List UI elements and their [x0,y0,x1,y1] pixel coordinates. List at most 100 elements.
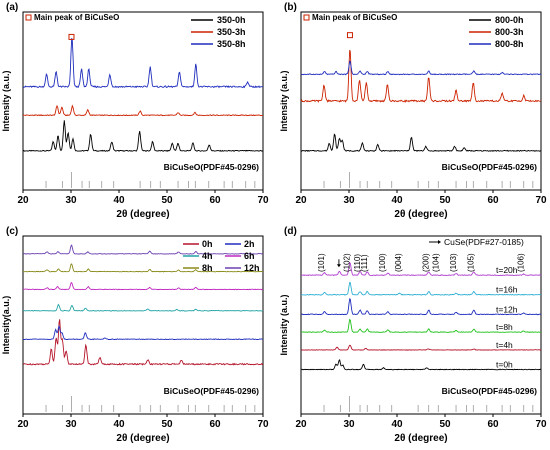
panel-d-miller-index: (200) [422,253,431,272]
panel-b-x-tick-label: 50 [439,195,451,206]
panel-d-arrow-legend-head [438,240,441,244]
panel-d-series-label: t=0h [496,360,513,370]
panel-d-series-t20h [301,261,542,277]
panel-d-cuse-arrow-head [336,264,341,268]
panel-d-panel-label: (d) [284,226,297,237]
panel-c-x-tick-label: 20 [17,419,29,430]
panel-d-miller-index: (105) [466,253,475,272]
panel-a-x-tick-label: 20 [17,195,29,206]
panel-c-x-tick-label: 60 [209,419,221,430]
panel-b-legend-label: 800-8h [495,39,524,49]
panel-d-miller-index: (102) [342,253,351,272]
panel-d-series-label: t=8h [496,322,513,332]
panel-b-x-tick-label: 20 [295,195,307,206]
panel-d-series-t8h [300,318,542,333]
panel-c-x-axis-label: 2θ (degree) [116,433,169,444]
panel-b-series-8000h [301,133,542,152]
panel-d-series-label: t=4h [496,340,513,350]
panel-b-x-tick-label: 30 [343,195,355,206]
panel-a-x-axis-label: 2θ (degree) [116,209,169,220]
panel-a: 20 30 40 50 60 70 2θ (degree) Intensity (a.u.) (… [1,2,269,220]
panel-d-x-tick-label: 60 [487,419,499,430]
panel-d-miller-index: (103) [449,253,458,272]
panel-a-annotation-marker [25,14,32,21]
panel-d-series-label: t=12h [496,304,518,314]
panel-c-series-4h [22,303,264,312]
panel-d-series-t0h [300,358,542,371]
panel-c-x-tick-label: 70 [257,419,269,430]
panel-b-series-8003h [300,49,542,103]
panel-c-legend-label: 0h [202,239,213,249]
panel-c-series-8h [22,263,264,273]
panel-a-x-tick-label: 30 [65,195,77,206]
panel-b-x-axis-label: 2θ (degree) [394,209,447,220]
panel-c-legend-label: 2h [244,239,255,249]
panel-c-series-6h [23,281,263,291]
panel-d-miller-index: (110) [353,254,362,272]
panel-d-arrow-legend-label: CuSe(PDF#27-0185) [444,237,524,247]
panel-d: 20 30 40 50 60 70 2θ (degree) Intensity (a.u.) (… [279,226,547,444]
panel-c-x-tick-label: 30 [65,419,77,430]
panel-a-legend-label: 350-8h [217,39,246,49]
panel-b-series-8008h [300,60,542,76]
panel-a-y-axis-label: Intensity (a.u.) [1,70,11,131]
panel-d-frame [300,235,542,415]
panel-b: 20 30 40 50 60 70 2θ (degree) Intensity (a.u.) (… [279,2,547,220]
panel-b-x-tick-label: 70 [535,195,547,206]
panel-d-x-tick-label: 40 [391,419,403,430]
panel-a-x-tick-label: 70 [257,195,269,206]
panel-c-legend-label: 12h [244,263,260,273]
panel-b-y-axis-label: Intensity (a.u.) [279,70,289,131]
panel-d-series-t12h [300,298,542,316]
panel-c: 20 30 40 50 60 70 2θ (degree) Intensity(a.u.) (c… [1,226,269,444]
panel-c-reference-label: BiCuSeO(PDF#45-0296) [164,386,260,396]
panel-d-series-t16h [300,281,542,296]
panel-b-peak-marker [346,32,353,39]
panel-a-legend-label: 350-0h [217,15,246,25]
panel-a-peak-marker [68,33,75,40]
panel-a-frame [22,11,264,191]
panel-d-series-label: t=16h [496,285,518,295]
panel-b-x-tick-label: 60 [487,195,499,206]
panel-a-legend-label: 350-3h [217,27,246,37]
panel-d-miller-index: (106) [517,253,526,272]
panel-c-frame [22,235,264,415]
panel-b-annotation: Main peak of BiCuSeO [312,13,397,22]
panel-d-reference-label: BiCuSeO(PDF#45-0296) [442,386,538,396]
panel-d-x-tick-label: 50 [439,419,451,430]
panel-c-x-tick-label: 50 [161,419,173,430]
panel-a-x-tick-label: 40 [113,195,125,206]
panel-d-miller-index: (111) [360,254,369,272]
panel-a-series-3508h [22,38,264,89]
panel-c-legend-label: 6h [244,251,255,261]
panel-c-y-axis-label: Intensity(a.u.) [1,296,11,355]
panel-b-panel-label: (b) [284,2,297,13]
panel-d-x-tick-label: 30 [343,419,355,430]
panel-a-reference-label: BiCuSeO(PDF#45-0296) [164,162,260,172]
panel-d-series-label: t=20h [496,265,518,275]
panel-b-annotation-marker [303,14,310,21]
panel-c-panel-label: (c) [6,226,18,237]
panel-d-miller-index: (101) [317,253,326,272]
panel-a-panel-label: (a) [6,2,18,13]
panel-a-series-3500h [22,120,264,152]
panel-d-series-t4h [300,344,542,351]
panel-c-series-2h [22,324,264,341]
panel-c-series-0h [23,319,264,366]
panel-c-legend-label: 4h [202,251,213,261]
panel-a-x-tick-label: 50 [161,195,173,206]
panel-d-miller-index: (104) [431,253,440,272]
panel-d-y-axis-label: Intensity (a.u.) [279,294,289,355]
panel-d-x-tick-label: 20 [295,419,307,430]
panel-d-x-tick-label: 70 [535,419,547,430]
panel-b-reference-label: BiCuSeO(PDF#45-0296) [442,162,538,172]
panel-b-x-tick-label: 40 [391,195,403,206]
panel-a-x-tick-label: 60 [209,195,221,206]
panel-c-x-tick-label: 40 [113,419,125,430]
panel-a-annotation: Main peak of BiCuSeO [34,13,119,22]
panel-d-x-axis-label: 2θ (degree) [394,433,447,444]
panel-d-miller-index: (004) [394,253,403,272]
panel-c-legend-label: 8h [202,263,213,273]
panel-b-legend-label: 800-0h [495,15,524,25]
